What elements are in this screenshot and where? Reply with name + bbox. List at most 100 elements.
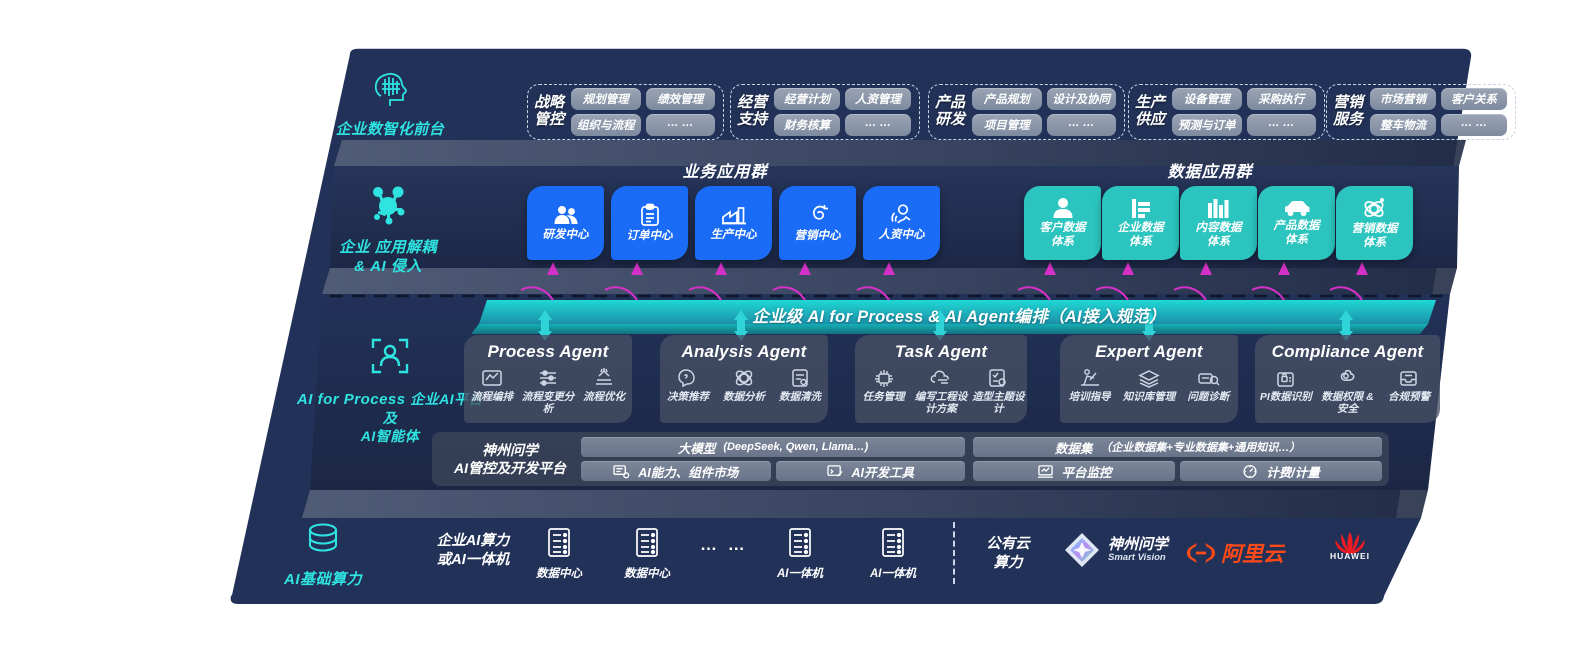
agent-item[interactable]: 数据分析 [716,367,771,403]
agent-card-expert[interactable]: Expert Agent 培训指导 知识库管理 问题诊断 [1060,335,1238,423]
data-card-enterprise[interactable]: 企业数据 体系 [1102,186,1179,260]
agent-item[interactable]: 数据清洗 [772,367,827,403]
agent-item[interactable]: 流程变更分析 [520,367,575,415]
item-label: 数据清洗 [779,391,821,403]
chip[interactable]: … … [1046,114,1117,136]
ai-capability-market-bar[interactable]: AI能力、组件市场 [581,461,771,481]
capability-group-production-supply[interactable]: 生产 供应 设备管理 采购执行 预测与订单 … … [1128,84,1326,140]
vendor-alicloud[interactable]: 阿里云 [1186,538,1284,568]
chip[interactable]: 预测与订单 [1172,114,1242,136]
bars-icon [1207,197,1230,219]
group-name: 战略 管控 [534,94,565,128]
platform-left-column: 大模型 (DeepSeek, Qwen, Llama…) AI能力、组件市场 A… [581,437,966,481]
app-card-marketing-center[interactable]: 营销中心 [779,186,856,260]
agent-card-task[interactable]: Task Agent 任务管理 编写工程设计方案 造型 [855,335,1027,423]
agent-card-process[interactable]: Process Agent 流程编排 流程变更分析 流程优化 [464,335,632,423]
card-label: 内容数据 体系 [1195,222,1242,248]
chip[interactable]: 经营计划 [774,88,841,110]
card-label: 产品数据 体系 [1273,220,1320,246]
brain-head-icon [300,66,480,115]
agent-item[interactable]: 流程优化 [576,367,631,403]
chip[interactable]: 客户关系 [1441,88,1508,110]
chip[interactable]: 组织与流程 [571,114,641,136]
chip[interactable]: 产品规划 [972,88,1042,110]
ai-dev-tool-bar[interactable]: AI开发工具 [775,461,966,481]
chip[interactable]: … … [645,114,716,136]
app-card-rd-center[interactable]: 研发中心 [527,186,604,260]
chip[interactable]: 采购执行 [1246,88,1317,110]
chip[interactable]: 设备管理 [1172,88,1242,110]
agent-item[interactable]: 问题诊断 [1179,367,1238,403]
chip[interactable]: 绩效管理 [645,88,716,110]
smartvision-logo [1065,533,1099,567]
data-card-content[interactable]: 内容数据 体系 [1180,186,1257,260]
chip[interactable]: 整车物流 [1370,114,1437,136]
agent-card-compliance[interactable]: Compliance Agent PI数据识别 数据权限 & 安全 合规预警 [1255,335,1440,423]
agent-items: PI数据识别 数据权限 & 安全 合规预警 [1255,367,1440,415]
chip[interactable]: … … [1441,114,1508,136]
capability-group-product-rd[interactable]: 产品 研发 产品规划 设计及协同 项目管理 … … [928,84,1126,140]
llm-title: 大模型 [677,441,716,456]
vendor-huawei[interactable]: HUAWEI [1310,528,1390,565]
agent-items: 任务管理 编写工程设计方案 造型主题设计 [855,367,1027,415]
chip[interactable]: 项目管理 [972,114,1042,136]
chip[interactable]: … … [845,114,912,136]
data-card-product[interactable]: 产品数据 体系 [1258,186,1335,260]
capability-group-marketing-service[interactable]: 营销 服务 市场营销 客户关系 整车物流 … … [1326,84,1517,140]
rail-front-office: 企业数智化前台 [300,66,480,140]
vendor-tagline: Smart Vision [1108,551,1166,563]
infra-node-ai-appliance-1[interactable]: AI一体机 [765,526,835,582]
vendor-name: HUAWEI [1330,551,1370,560]
chip-list: 经营计划 人资管理 财务核算 … … [774,88,912,136]
infra-node-datacenter-1[interactable]: 数据中心 [524,526,594,582]
data-card-customer[interactable]: 客户数据 体系 [1024,186,1101,260]
agent-item[interactable]: 知识库管理 [1120,367,1179,403]
dataset-title: 数据集 [1054,441,1093,456]
chip[interactable]: … … [1246,114,1317,136]
item-label: 数据权限 & 安全 [1321,391,1374,416]
billing-metering-bar[interactable]: 计费/计量 [1180,461,1382,481]
app-card-hr-center[interactable]: 人资中心 [863,186,940,260]
agent-item[interactable]: 任务管理 [855,367,912,403]
item-label: 流程变更分析 [521,391,575,416]
agent-item[interactable]: 流程编排 [464,367,519,403]
clipboard-icon [639,203,661,227]
infra-node-datacenter-2[interactable]: 数据中心 [612,526,682,582]
item-label: 问题诊断 [1187,391,1230,403]
agent-item[interactable]: PI数据识别 [1255,367,1316,403]
factory-icon [721,204,747,226]
agent-item[interactable]: 编写工程设计方案 [913,367,970,415]
agent-item[interactable]: 造型主题设计 [970,367,1027,415]
user-icon [1052,197,1074,219]
agent-item[interactable]: 数据权限 & 安全 [1317,367,1378,415]
chip[interactable]: 财务核算 [774,114,841,136]
infra-node-ai-appliance-2[interactable]: AI一体机 [858,526,928,582]
chip[interactable]: 人资管理 [845,88,912,110]
agent-item[interactable]: 合规预警 [1379,367,1440,403]
capability-group-strategy[interactable]: 战略 管控 规划管理 绩效管理 组织与流程 … … [527,84,725,140]
dataset-bar[interactable]: 数据集 （企业数据集+专业数据集+通用知识…） [973,437,1382,457]
item-label: 培训指导 [1068,391,1111,403]
agent-item[interactable]: 决策推荐 [660,367,715,403]
chip[interactable]: 设计及协同 [1046,88,1117,110]
llm-bar[interactable]: 大模型 (DeepSeek, Qwen, Llama…) [581,437,966,457]
agent-card-analysis[interactable]: Analysis Agent 决策推荐 数据分析 数据清洗 [660,335,828,423]
server-icon [882,528,904,557]
chip[interactable]: 规划管理 [571,88,641,110]
chip[interactable]: 市场营销 [1370,88,1437,110]
rail-label: 企业数智化前台 [335,121,445,138]
agent-item[interactable]: 培训指导 [1060,367,1119,403]
item-label: 造型主题设计 [972,391,1025,416]
business-apps-title: 业务应用群 [682,164,768,181]
platform-monitor-bar[interactable]: 平台监控 [973,461,1176,481]
item-label: 数据分析 [723,391,765,403]
card-label: 生产中心 [710,228,757,241]
cloud-pen-icon [930,370,949,384]
app-card-production-center[interactable]: 生产中心 [695,186,772,260]
capability-group-operations[interactable]: 经营 支持 经营计划 人资管理 财务核算 … … [730,84,921,140]
label: 企业AI算力 或AI一体机 [436,533,510,568]
dataset-sub: （企业数据集+专业数据集+通用知识…） [1100,442,1301,454]
vendor-smart-vision[interactable]: 神州问学 Smart Vision [1062,530,1168,570]
data-card-marketing[interactable]: 营销数据 体系 [1336,186,1413,260]
app-card-order-center[interactable]: 订单中心 [611,186,688,260]
